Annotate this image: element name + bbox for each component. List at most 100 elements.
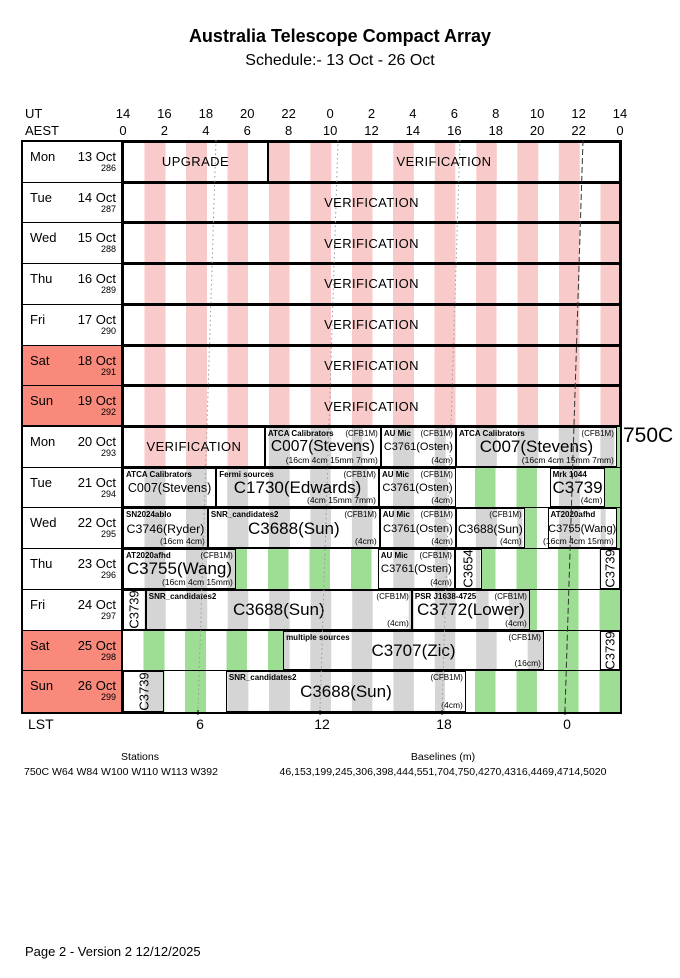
project-code: C3739 xyxy=(136,672,152,711)
page-subtitle: Schedule:- 13 Oct - 26 Oct xyxy=(245,52,435,69)
ut-tick: 16 xyxy=(157,106,172,121)
project-title: ATCA Calibrators xyxy=(126,469,192,479)
aest-tick-row: 0 2 4 6 8 10 12 14 16 18 20 22 0 xyxy=(23,123,624,139)
day-cell: Sat 25 Oct 298 xyxy=(23,630,123,671)
aest-tick: 0 xyxy=(616,123,624,138)
aest-tick: 16 xyxy=(447,123,462,138)
rotated-project-block: C3739 xyxy=(123,671,165,712)
project-main: C3761(Osten) xyxy=(383,441,453,454)
observation-block: SNR_candidates2 (CFB1M) C3688(Sun) (4cm) xyxy=(145,589,412,630)
verification-label: VERIFICATION xyxy=(324,317,419,333)
page-title: Australia Telescope Compact Array xyxy=(188,26,492,46)
lst-axis-label: LST xyxy=(28,716,54,732)
day-of-year: 299 xyxy=(100,692,116,703)
aest-tick: 0 xyxy=(119,123,127,138)
day-name: Wed xyxy=(30,515,57,531)
stations-value: 750C W64 W84 W100 W110 W113 W392 xyxy=(24,766,218,778)
verification-label: VERIFICATION xyxy=(146,439,242,455)
day-date: 19 Oct xyxy=(77,393,116,409)
day-cell: Mon 13 Oct 286 xyxy=(23,142,123,182)
project-main: C3688(Sun) xyxy=(300,682,392,702)
aest-tick: 14 xyxy=(405,123,421,138)
day-cell: Tue 21 Oct 294 xyxy=(23,467,123,508)
ut-tick-row: 14 16 18 20 22 0 2 4 6 8 10 12 14 xyxy=(23,106,627,122)
verification-block: VERIFICATION xyxy=(123,427,265,467)
aest-tick: 22 xyxy=(571,123,586,138)
schedule-track: multiple sources (CFB1M) C3707(Zic) (16cm) C… xyxy=(123,630,620,671)
observation-block: PSR J1638-4725 (CFB1M) C3772(Lower) (4cm) xyxy=(411,589,530,630)
observation-block: Mrk 1044 C3739 (4cm) xyxy=(549,467,606,508)
schedule-track: VERIFICATION xyxy=(123,223,620,264)
day-name: Thu xyxy=(30,271,53,287)
lst-tick-row: 6 12 18 0 xyxy=(123,716,620,734)
stations-header: Stations xyxy=(121,751,159,763)
project-title: SNR_candidates2 xyxy=(210,510,279,520)
day-row: Sat 18 Oct 291 VERIFICATION xyxy=(23,345,620,387)
day-of-year: 287 xyxy=(100,203,116,214)
project-main: C3761(Osten) xyxy=(380,563,452,576)
day-name: Mon xyxy=(30,149,56,164)
day-of-year: 296 xyxy=(100,570,116,581)
day-row: Fri 17 Oct 290 VERIFICATION xyxy=(23,304,620,346)
aest-tick: 6 xyxy=(243,123,251,138)
day-of-year: 290 xyxy=(100,325,116,336)
project-title: AU Mic xyxy=(380,551,408,561)
project-main: C3746(Ryder) xyxy=(126,521,205,536)
project-main: C3707(Zic) xyxy=(371,640,456,660)
day-date: 21 Oct xyxy=(77,474,116,490)
verification-block: VERIFICATION xyxy=(123,264,620,304)
observation-block: SNR_candidates2 (CFB1M) C3688(Sun) (4cm) xyxy=(225,671,466,712)
backend-label: (CFB1M) xyxy=(581,429,614,438)
day-row: Wed 22 Oct 295 SN2024ablo C3746(Ryder) (16cm … xyxy=(23,508,620,550)
backend-label: (CFB1M) xyxy=(376,591,409,601)
day-name: Thu xyxy=(30,556,53,572)
day-name: Tue xyxy=(30,189,52,205)
observation-block: AT2020afhd C3755(Wang) (16cm 4cm 15mm) xyxy=(543,508,617,549)
schedule-grid: Mon 13 Oct 286 UPGRADE VERIFICATION Tue 14 Oct… xyxy=(21,140,622,714)
project-title: AU Mic xyxy=(382,510,410,520)
backend-label: (CFB1M) xyxy=(420,429,453,438)
rotated-project-block: C3739 xyxy=(123,589,146,630)
verification-block: VERIFICATION xyxy=(267,142,620,182)
day-name: Sat xyxy=(30,352,50,368)
project-title: AT2020afhd xyxy=(126,551,171,561)
day-cell: Wed 15 Oct 288 xyxy=(23,223,123,264)
baselines-header: Baselines (m) xyxy=(410,751,476,763)
day-name: Sat xyxy=(30,637,50,653)
day-date: 15 Oct xyxy=(77,230,116,246)
day-name: Mon xyxy=(30,434,56,449)
day-cell: Sun 26 Oct 299 xyxy=(23,671,123,712)
frequency-label: (4cm) xyxy=(431,495,453,506)
day-of-year: 286 xyxy=(100,163,116,173)
frequency-label: (16cm 4cm 15mm) xyxy=(162,576,233,587)
project-title: SN2024ablo xyxy=(126,510,172,520)
schedule-track: AT2020afhd (CFB1M) C3755(Wang) (16cm 4cm 15… xyxy=(123,549,620,589)
frequency-label: (4cm) xyxy=(431,536,453,547)
backend-label: (CFB1M) xyxy=(420,510,453,520)
day-cell: Mon 20 Oct 293 xyxy=(23,427,123,467)
observation-block: SN2024ablo C3746(Ryder) (16cm 4cm) xyxy=(123,508,208,549)
rotated-project-block: C3739 xyxy=(599,630,620,671)
observation-block: AT2020afhd (CFB1M) C3755(Wang) (16cm 4cm 15… xyxy=(123,549,236,589)
day-cell: Thu 16 Oct 289 xyxy=(23,264,123,304)
project-code: C3739 xyxy=(126,590,142,629)
schedule-track: VERIFICATION xyxy=(123,345,620,386)
day-date: 26 Oct xyxy=(77,678,116,694)
verification-label: VERIFICATION xyxy=(324,195,419,211)
day-date: 13 Oct xyxy=(77,149,116,164)
day-row: Thu 16 Oct 289 VERIFICATION xyxy=(23,264,620,305)
ut-tick: 20 xyxy=(240,106,255,121)
aest-tick: 10 xyxy=(322,123,338,138)
backend-label: (CFB1M) xyxy=(419,551,452,561)
verification-block: VERIFICATION xyxy=(123,304,620,345)
day-row: Sun 19 Oct 292 VERIFICATION xyxy=(23,386,620,427)
verification-label: VERIFICATION xyxy=(324,235,419,251)
ut-tick: 2 xyxy=(367,106,376,121)
day-date: 17 Oct xyxy=(77,311,116,327)
aest-tick: 12 xyxy=(364,123,379,138)
schedule-track: C3739 SNR_candidates2 (CFB1M) C3688(Sun) (4c… xyxy=(123,589,620,630)
ut-tick: 14 xyxy=(115,106,131,121)
baselines-value: 46,153,199,245,306,398,444,551,704,750,4… xyxy=(279,766,607,778)
rotated-project-block: C3739 xyxy=(599,549,620,589)
